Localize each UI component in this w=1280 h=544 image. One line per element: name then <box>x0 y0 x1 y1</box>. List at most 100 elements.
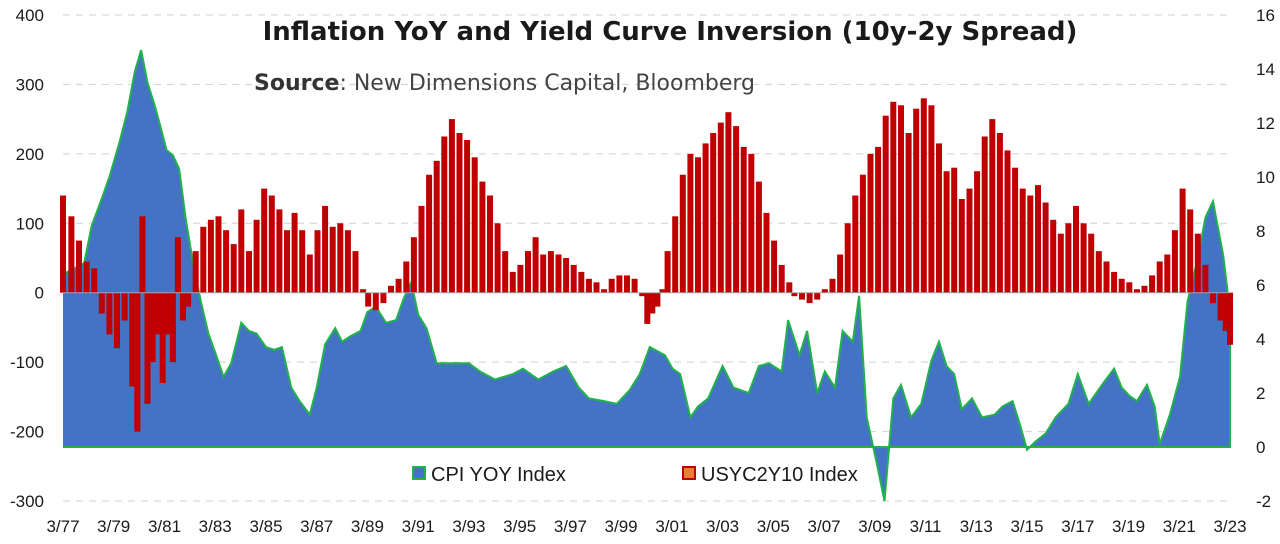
x-tick-label: 3/03 <box>706 517 739 536</box>
left-axis: -300 -200 -100 0 100 200 300 400 <box>10 6 44 511</box>
spread-bar <box>664 251 671 293</box>
spread-bar <box>974 171 981 293</box>
spread-bar <box>540 254 547 293</box>
spread-bar <box>352 251 359 293</box>
spread-bar <box>456 133 463 293</box>
left-tick-label: 200 <box>16 145 44 164</box>
spread-bar <box>672 216 679 293</box>
spread-bar <box>502 251 509 293</box>
x-tick-label: 3/83 <box>199 517 232 536</box>
spread-bar <box>882 115 889 293</box>
right-tick-label: 8 <box>1256 222 1265 241</box>
right-tick-label: 14 <box>1256 60 1275 79</box>
spread-bar <box>733 126 740 293</box>
spread-bar <box>106 292 113 335</box>
x-tick-label: 3/85 <box>249 517 282 536</box>
spread-bar <box>207 219 214 293</box>
legend-label-spread: USYC2Y10 Index <box>701 464 858 486</box>
spread-bar <box>748 153 755 293</box>
spread-bar <box>344 230 351 293</box>
spread-bar <box>593 282 600 293</box>
spread-bar <box>679 174 686 293</box>
spread-bar <box>852 195 859 293</box>
spread-bar <box>778 264 785 293</box>
right-tick-label: 16 <box>1256 6 1275 25</box>
spread-bar <box>395 278 402 293</box>
spread-bar <box>276 209 283 293</box>
spread-bar <box>1042 202 1049 293</box>
spread-bar <box>306 254 313 293</box>
spread-bar <box>441 136 448 293</box>
spread-bar <box>238 209 245 293</box>
spread-bar <box>380 292 387 304</box>
x-tick-label: 3/01 <box>655 517 688 536</box>
spread-bar <box>98 292 105 314</box>
spread-bar <box>185 292 192 307</box>
right-tick-label: 0 <box>1256 438 1265 457</box>
spread-bar <box>791 292 798 297</box>
spread-bar <box>702 143 709 293</box>
spread-bar <box>1222 292 1229 331</box>
x-tick-label: 3/17 <box>1061 517 1094 536</box>
spread-bar <box>1171 230 1178 293</box>
spread-bar <box>639 292 646 297</box>
spread-bar <box>966 188 973 293</box>
cpi-area <box>63 50 1230 501</box>
left-tick-label: -100 <box>10 353 44 372</box>
x-tick-label: 3/91 <box>402 517 435 536</box>
spread-bar <box>200 226 207 293</box>
spread-bar <box>525 251 531 293</box>
cpi-line <box>62 49 1231 502</box>
spread-bar <box>1149 275 1156 293</box>
legend-swatch-spread <box>682 466 696 480</box>
spread-bar <box>517 264 524 293</box>
spread-bar <box>1035 185 1041 293</box>
spread-bar <box>299 230 306 293</box>
spread-bar <box>1217 292 1224 321</box>
spread-bar <box>905 133 912 293</box>
spread-bar <box>867 153 874 293</box>
left-tick-label: 400 <box>16 6 44 25</box>
spread-bar <box>837 254 844 293</box>
spread-bar <box>958 199 965 293</box>
spread-bar <box>230 244 237 293</box>
spread-bar <box>890 101 897 293</box>
spread-bar <box>920 98 927 293</box>
spread-bar <box>1057 233 1064 293</box>
x-tick-label: 3/07 <box>808 517 841 536</box>
spread-bar <box>1012 167 1019 293</box>
spread-bar <box>180 292 186 321</box>
right-tick-label: -2 <box>1256 492 1271 511</box>
spread-bar <box>174 237 181 293</box>
spread-bar <box>291 212 298 293</box>
spread-bar <box>164 292 171 335</box>
spread-bar <box>740 146 747 293</box>
spread-bar <box>1126 282 1133 293</box>
spread-bar <box>426 174 433 293</box>
spread-bar <box>989 119 996 293</box>
spread-bar <box>1027 195 1034 293</box>
spread-bar <box>996 133 1003 293</box>
legend: CPI YOY Index USYC2Y10 Index <box>412 464 858 486</box>
spread-bar <box>844 223 851 293</box>
spread-bar <box>192 251 199 293</box>
spread-bar <box>981 136 988 293</box>
spread-bar <box>725 112 732 293</box>
spread-bar <box>372 292 379 311</box>
x-tick-label: 3/77 <box>46 517 79 536</box>
legend-item-cpi: CPI YOY Index <box>412 464 566 486</box>
spread-bar <box>410 237 417 293</box>
spread-bar <box>563 258 570 293</box>
x-tick-label: 3/89 <box>351 517 384 536</box>
spread-bar <box>1118 278 1125 293</box>
spread-bar <box>360 289 367 293</box>
spread-bar <box>284 230 290 293</box>
spread-bar <box>1080 223 1087 293</box>
spread-bar <box>1164 254 1171 293</box>
spread-bar <box>710 133 717 293</box>
spread-bar <box>268 195 275 293</box>
left-tick-label: 300 <box>16 75 44 94</box>
spread-bar <box>479 181 486 293</box>
spread-bar <box>337 223 344 293</box>
